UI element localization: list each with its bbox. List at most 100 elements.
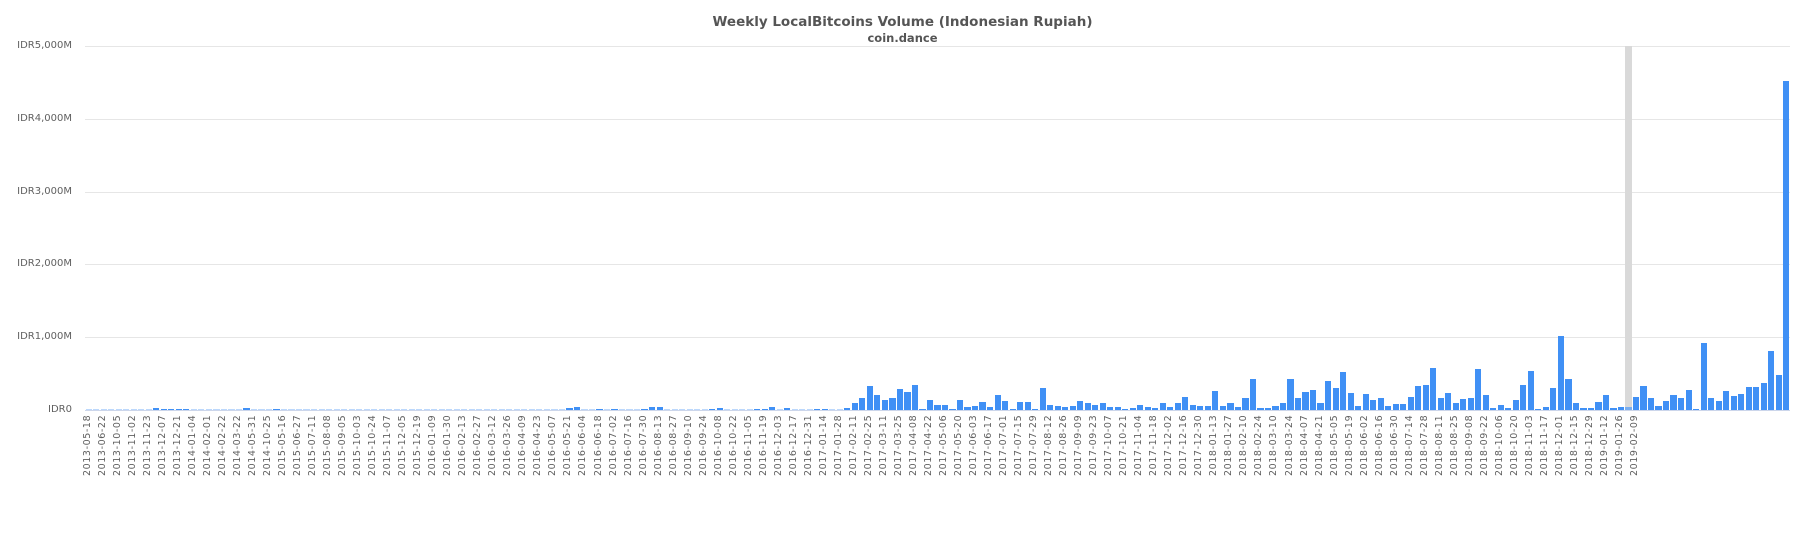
- bar[interactable]: [919, 408, 926, 410]
- bar[interactable]: [1662, 400, 1670, 410]
- bar[interactable]: [1475, 369, 1482, 410]
- bar[interactable]: [416, 409, 423, 410]
- bar[interactable]: [829, 409, 836, 410]
- bar[interactable]: [686, 409, 693, 410]
- bar[interactable]: [1565, 378, 1572, 410]
- bar[interactable]: [498, 409, 505, 410]
- bar[interactable]: [851, 402, 858, 410]
- bar[interactable]: [1497, 404, 1504, 410]
- bar[interactable]: [1392, 404, 1399, 410]
- bar[interactable]: [1482, 395, 1489, 410]
- bar[interactable]: [1505, 408, 1512, 410]
- bar[interactable]: [1520, 384, 1527, 410]
- bar[interactable]: [1279, 402, 1287, 410]
- bar[interactable]: [1047, 404, 1054, 410]
- bar[interactable]: [784, 408, 791, 410]
- bar[interactable]: [1452, 403, 1459, 410]
- bar[interactable]: [1287, 378, 1294, 410]
- bar[interactable]: [130, 409, 137, 410]
- bar[interactable]: [1302, 391, 1309, 410]
- bar[interactable]: [528, 409, 535, 410]
- bar[interactable]: [273, 408, 280, 410]
- bar[interactable]: [1107, 407, 1114, 410]
- bar[interactable]: [806, 409, 813, 410]
- bar[interactable]: [821, 408, 828, 410]
- bar[interactable]: [889, 397, 896, 410]
- bar[interactable]: [1174, 403, 1181, 410]
- bar[interactable]: [468, 409, 475, 410]
- bar[interactable]: [1204, 406, 1211, 410]
- bar[interactable]: [333, 409, 340, 410]
- bar[interactable]: [476, 409, 483, 410]
- bar[interactable]: [318, 409, 325, 410]
- bar[interactable]: [183, 408, 190, 410]
- bar[interactable]: [1610, 407, 1617, 410]
- bar[interactable]: [896, 388, 904, 410]
- bar[interactable]: [1002, 400, 1009, 410]
- bar[interactable]: [1377, 398, 1384, 410]
- bar[interactable]: [85, 409, 92, 410]
- bar[interactable]: [791, 409, 798, 410]
- bar[interactable]: [859, 397, 866, 410]
- bar[interactable]: [1152, 407, 1159, 410]
- bar[interactable]: [1730, 396, 1737, 410]
- bar[interactable]: [1430, 367, 1437, 410]
- bar[interactable]: [1670, 395, 1677, 410]
- bar[interactable]: [1693, 408, 1700, 410]
- bar[interactable]: [303, 409, 310, 410]
- bar[interactable]: [881, 399, 888, 410]
- bar[interactable]: [1212, 391, 1219, 410]
- bar[interactable]: [1039, 388, 1046, 410]
- bar[interactable]: [1527, 370, 1534, 410]
- bar[interactable]: [115, 409, 122, 410]
- bar[interactable]: [1362, 393, 1369, 410]
- bar[interactable]: [1700, 343, 1707, 410]
- bar[interactable]: [573, 407, 581, 410]
- bar[interactable]: [461, 409, 468, 410]
- bar[interactable]: [1264, 408, 1272, 410]
- bar[interactable]: [596, 408, 603, 410]
- bar[interactable]: [1084, 403, 1091, 410]
- bar[interactable]: [1249, 379, 1257, 410]
- bar[interactable]: [1715, 400, 1722, 410]
- bar[interactable]: [701, 409, 708, 410]
- bar[interactable]: [611, 408, 618, 410]
- bar[interactable]: [1272, 405, 1279, 410]
- bar[interactable]: [123, 409, 130, 410]
- bar[interactable]: [341, 409, 348, 410]
- bar[interactable]: [1129, 408, 1136, 410]
- bar[interactable]: [1535, 408, 1542, 410]
- bar[interactable]: [198, 409, 205, 410]
- bar[interactable]: [1437, 397, 1444, 410]
- bar[interactable]: [153, 408, 160, 410]
- bar[interactable]: [371, 409, 378, 410]
- bar[interactable]: [228, 409, 235, 410]
- bar[interactable]: [190, 409, 197, 410]
- bar[interactable]: [656, 407, 663, 410]
- bar[interactable]: [1054, 406, 1061, 410]
- bar[interactable]: [1257, 407, 1264, 410]
- bar[interactable]: [1234, 407, 1242, 410]
- bar[interactable]: [603, 409, 611, 410]
- bar[interactable]: [1242, 397, 1249, 410]
- bar[interactable]: [311, 409, 318, 410]
- bar[interactable]: [1144, 406, 1151, 410]
- bar[interactable]: [971, 405, 979, 410]
- bar[interactable]: [446, 409, 453, 410]
- bar[interactable]: [1708, 398, 1715, 410]
- bar[interactable]: [649, 406, 656, 410]
- bar[interactable]: [926, 399, 934, 410]
- bar[interactable]: [1227, 402, 1234, 410]
- bar[interactable]: [1753, 386, 1760, 410]
- bar[interactable]: [799, 409, 806, 410]
- bar[interactable]: [934, 404, 941, 410]
- bar[interactable]: [453, 409, 460, 410]
- bar[interactable]: [664, 409, 671, 410]
- bar[interactable]: [709, 408, 716, 410]
- bar[interactable]: [138, 409, 145, 410]
- bar[interactable]: [1655, 406, 1662, 410]
- bar[interactable]: [213, 409, 220, 410]
- bar[interactable]: [235, 409, 243, 410]
- bar[interactable]: [633, 409, 641, 410]
- bar[interactable]: [1332, 388, 1339, 410]
